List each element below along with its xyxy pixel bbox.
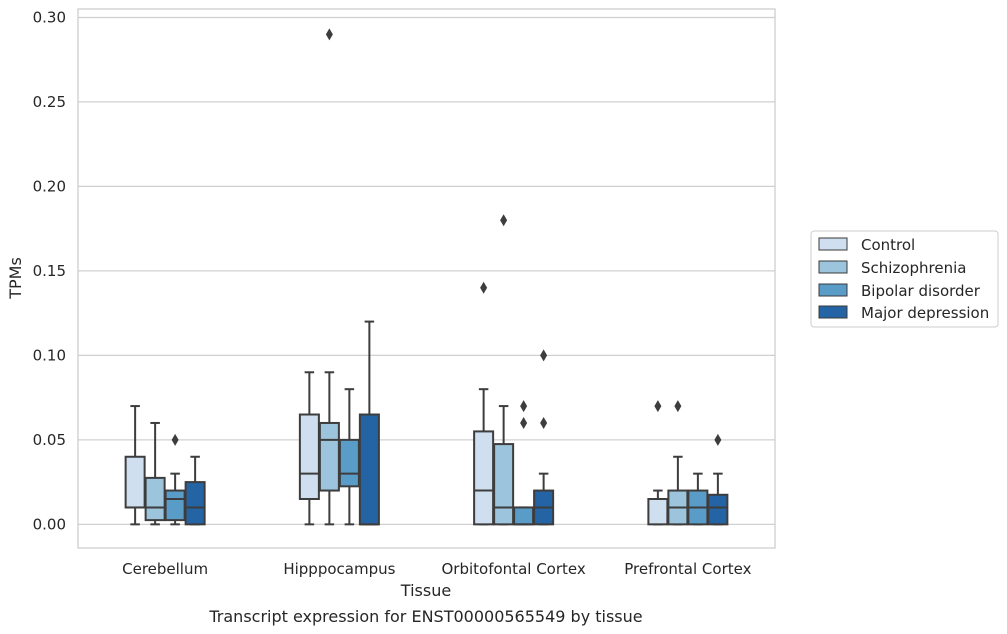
box-iqr [338,438,360,488]
box-iqr [493,443,515,526]
outlier-marker [714,433,722,446]
x-tick-label: Hipppocampus [283,560,395,578]
box-iqr [318,421,340,492]
box-0-2 [164,433,186,526]
outlier-marker [500,214,508,227]
x-tick-label: Orbitofontal Cortex [442,560,586,578]
box-iqr [124,455,146,509]
box-iqr [164,489,186,522]
legend-swatch-control [818,237,848,251]
box-3-1 [667,400,689,526]
outlier-marker [520,416,528,429]
legend-label-major-depression: Major depression [861,304,989,322]
y-tick-label: 0.15 [33,262,66,280]
box-1-0 [298,371,320,526]
y-tick-label: 0.05 [33,431,66,449]
y-tick-label: 0.25 [33,93,66,111]
box-1-1 [318,28,340,526]
box-0-1 [144,421,166,526]
outlier-marker [480,281,488,294]
outlier-marker [171,433,179,446]
outlier-marker [674,400,682,413]
box-iqr [298,413,320,500]
legend-swatch-major-depression [818,305,848,319]
box-2-3 [533,349,555,526]
legend-swatch-bipolar-disorder [818,283,848,297]
x-tick-label: Cerebellum [122,560,208,578]
x-axis-title: Tissue [400,581,451,600]
box-iqr [144,476,166,522]
box-iqr [513,506,535,526]
legend: Control Schizophrenia Bipolar disorder M… [810,230,999,328]
box-iqr [358,413,380,526]
outlier-marker [654,400,662,413]
box-0-3 [184,455,206,526]
outlier-marker [520,400,528,413]
outlier-marker [540,349,548,362]
box-2-2 [513,400,535,526]
outlier-marker [540,416,548,429]
box-iqr [473,430,495,526]
box-iqr [647,498,669,526]
plot-area-frame [77,8,776,549]
x-tick-label: Prefrontal Cortex [624,560,751,578]
box-iqr [707,493,729,526]
legend-swatch-schizophrenia [818,260,848,274]
legend-frame [810,230,999,328]
box-2-1 [493,214,515,526]
y-tick-label: 0.00 [33,515,66,533]
legend-label-control: Control [861,236,915,254]
legend-label-bipolar-disorder: Bipolar disorder [861,282,981,300]
box-1-3 [358,320,380,526]
legend-label-schizophrenia: Schizophrenia [861,259,966,277]
y-tick-label: 0.10 [33,346,66,364]
boxes-layer [124,28,729,526]
y-tick-label: 0.20 [33,177,66,195]
box-iqr [184,481,206,526]
y-axis-title: TPMs [6,257,25,300]
y-tick-labels: 0.00 0.05 0.10 0.15 0.20 0.25 0.30 [33,8,66,533]
y-tick-label: 0.30 [33,8,66,26]
chart-caption: Transcript expression for ENST0000056554… [208,607,642,626]
box-3-3 [707,433,729,526]
x-tick-labels: Cerebellum Hipppocampus Orbitofontal Corte… [122,560,751,578]
outlier-marker [325,28,333,41]
